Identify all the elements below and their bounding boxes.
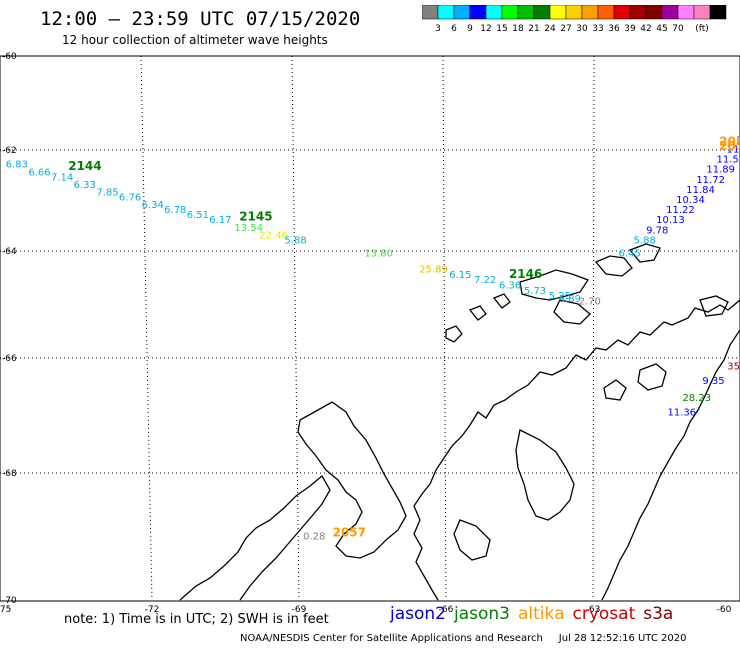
scale-label: 12 bbox=[480, 24, 491, 33]
map-title: 12:00 – 23:59 UTC 07/15/2020 bbox=[40, 8, 361, 30]
scale-swatch bbox=[709, 5, 727, 20]
longitude-line bbox=[592, 55, 595, 601]
wave-height-value: 11.48 bbox=[737, 135, 740, 146]
scale-label: 27 bbox=[560, 24, 571, 33]
satellite-jason2: jason2 bbox=[390, 604, 446, 624]
wave-height-value: 13.80 bbox=[364, 248, 393, 259]
wave-height-value: 6.33 bbox=[74, 180, 96, 191]
wave-height-value: 6.34 bbox=[142, 200, 164, 211]
wave-height-value: 9.35 bbox=[702, 376, 724, 387]
wave-height-value: 2.70 bbox=[579, 297, 601, 308]
wave-height-value: 28.23 bbox=[682, 393, 711, 404]
satellite-s3a: s3a bbox=[643, 604, 674, 624]
wave-height-value: 6.83 bbox=[6, 160, 28, 171]
note-text: note: 1) Time is in UTC; 2) SWH is in fe… bbox=[64, 612, 329, 627]
satellite-cryosat: cryosat bbox=[572, 604, 636, 624]
pass-time-label: 2145 bbox=[239, 210, 272, 224]
wave-height-value: 5.89 bbox=[559, 294, 581, 305]
satellite-legend: jason2 jason3 altika cryosat s3a bbox=[390, 604, 681, 624]
pass-time-label: 2056 bbox=[719, 134, 740, 148]
map-subtitle: 12 hour collection of altimeter wave hei… bbox=[62, 33, 328, 47]
wave-height-value: 22.46 bbox=[259, 230, 288, 241]
scale-label: 24 bbox=[544, 24, 556, 33]
satellite-jason3: jason3 bbox=[454, 604, 510, 624]
wave-height-value: 6.51 bbox=[187, 210, 209, 221]
latitude-label: -66 bbox=[2, 354, 17, 364]
wave-height-labels: 6.836.66 7.146.337.85 6.766.34 6.78 6.51 6.17… bbox=[6, 134, 740, 543]
pass-time-label: 2055 bbox=[719, 139, 740, 153]
wave-height-value: 9.78 bbox=[646, 225, 668, 236]
map-frame bbox=[0, 55, 740, 602]
satellite-altika: altika bbox=[518, 604, 565, 624]
wave-height-value: 11.60 bbox=[727, 145, 740, 156]
wave-height-value: 0.28 bbox=[303, 532, 325, 543]
scale-label: 3 bbox=[435, 24, 441, 33]
wave-height-value: 10.13 bbox=[656, 215, 685, 226]
latitude-label: -64 bbox=[2, 247, 17, 257]
axis-labels: -60 -62 -64 -66 -68 -70-75 -72 -69 -66 -63 -60 bbox=[0, 52, 732, 615]
longitude-label: -66 bbox=[439, 605, 454, 615]
wave-height-value: 11.53 bbox=[716, 155, 740, 166]
scale-label: 30 bbox=[576, 24, 588, 33]
lat-lon-grid bbox=[0, 55, 740, 601]
pass-time-label: 2057 bbox=[333, 526, 366, 540]
wave-height-value: 6.45 bbox=[619, 248, 641, 259]
wave-height-value: 5.73 bbox=[524, 286, 546, 297]
scale-label: 45 bbox=[656, 24, 667, 33]
wave-height-value: 25.89 bbox=[419, 264, 448, 275]
scale-label: 6 bbox=[451, 24, 457, 33]
wave-height-value: 35.91 bbox=[727, 362, 740, 373]
wave-height-value: 11.72 bbox=[696, 175, 725, 186]
wave-height-value: 6.15 bbox=[449, 270, 471, 281]
wave-height-value: 7.14 bbox=[51, 172, 73, 183]
scale-label: 33 bbox=[592, 24, 603, 33]
scale-label: 21 bbox=[528, 24, 539, 33]
scale-label: 9 bbox=[467, 24, 473, 33]
coastline-outlines bbox=[179, 243, 740, 601]
wave-height-value: 10.34 bbox=[676, 195, 705, 206]
wave-height-value: 11.22 bbox=[666, 205, 695, 216]
scale-label: 15 bbox=[496, 24, 507, 33]
longitude-label: -63 bbox=[586, 605, 601, 615]
scale-label: 39 bbox=[624, 24, 636, 33]
latitude-label: -62 bbox=[2, 146, 17, 156]
wave-height-value: 11.36 bbox=[668, 408, 697, 419]
wave-height-value: 11.84 bbox=[686, 185, 715, 196]
wave-height-value: 13.54 bbox=[234, 223, 263, 234]
pass-time-label: 2144 bbox=[68, 159, 101, 173]
color-scale-legend: 3 6 9 12 15 18 21 24 27 30 33 36 39 42 45 70 (ft) bbox=[422, 5, 727, 33]
scale-label: 36 bbox=[608, 24, 620, 33]
scale-label: 18 bbox=[512, 24, 524, 33]
longitude-label: -75 bbox=[0, 605, 11, 615]
wave-height-value: 5.88 bbox=[634, 235, 656, 246]
wave-height-value: 6.17 bbox=[209, 215, 231, 226]
wave-height-value: 5.25 bbox=[549, 291, 571, 302]
footer-credit: NOAA/NESDIS Center for Satellite Applica… bbox=[240, 633, 687, 644]
longitude-label: -69 bbox=[292, 605, 307, 615]
latitude-label: -60 bbox=[2, 52, 17, 62]
wave-height-value: 6.78 bbox=[164, 205, 186, 216]
pass-time-label: 2146 bbox=[509, 267, 542, 281]
scale-label: 70 bbox=[672, 24, 684, 33]
wave-height-value: 6.66 bbox=[28, 167, 50, 178]
latitude-label: -70 bbox=[2, 596, 17, 606]
wave-height-value: 7.85 bbox=[96, 187, 118, 198]
latitude-label: -68 bbox=[2, 469, 17, 479]
longitude-line bbox=[442, 55, 447, 601]
longitude-label: -60 bbox=[717, 605, 732, 615]
wave-height-value: 6.36 bbox=[499, 280, 521, 291]
longitude-line bbox=[140, 55, 153, 601]
scale-label: (ft) bbox=[695, 24, 709, 33]
longitude-line bbox=[291, 55, 300, 601]
longitude-label: -72 bbox=[145, 605, 160, 615]
wave-height-value: 11.89 bbox=[706, 165, 735, 176]
wave-height-value: 5.88 bbox=[284, 235, 306, 246]
wave-height-value: 6.76 bbox=[119, 193, 141, 204]
wave-height-value: 7.22 bbox=[474, 275, 496, 286]
scale-label: 42 bbox=[640, 24, 651, 33]
